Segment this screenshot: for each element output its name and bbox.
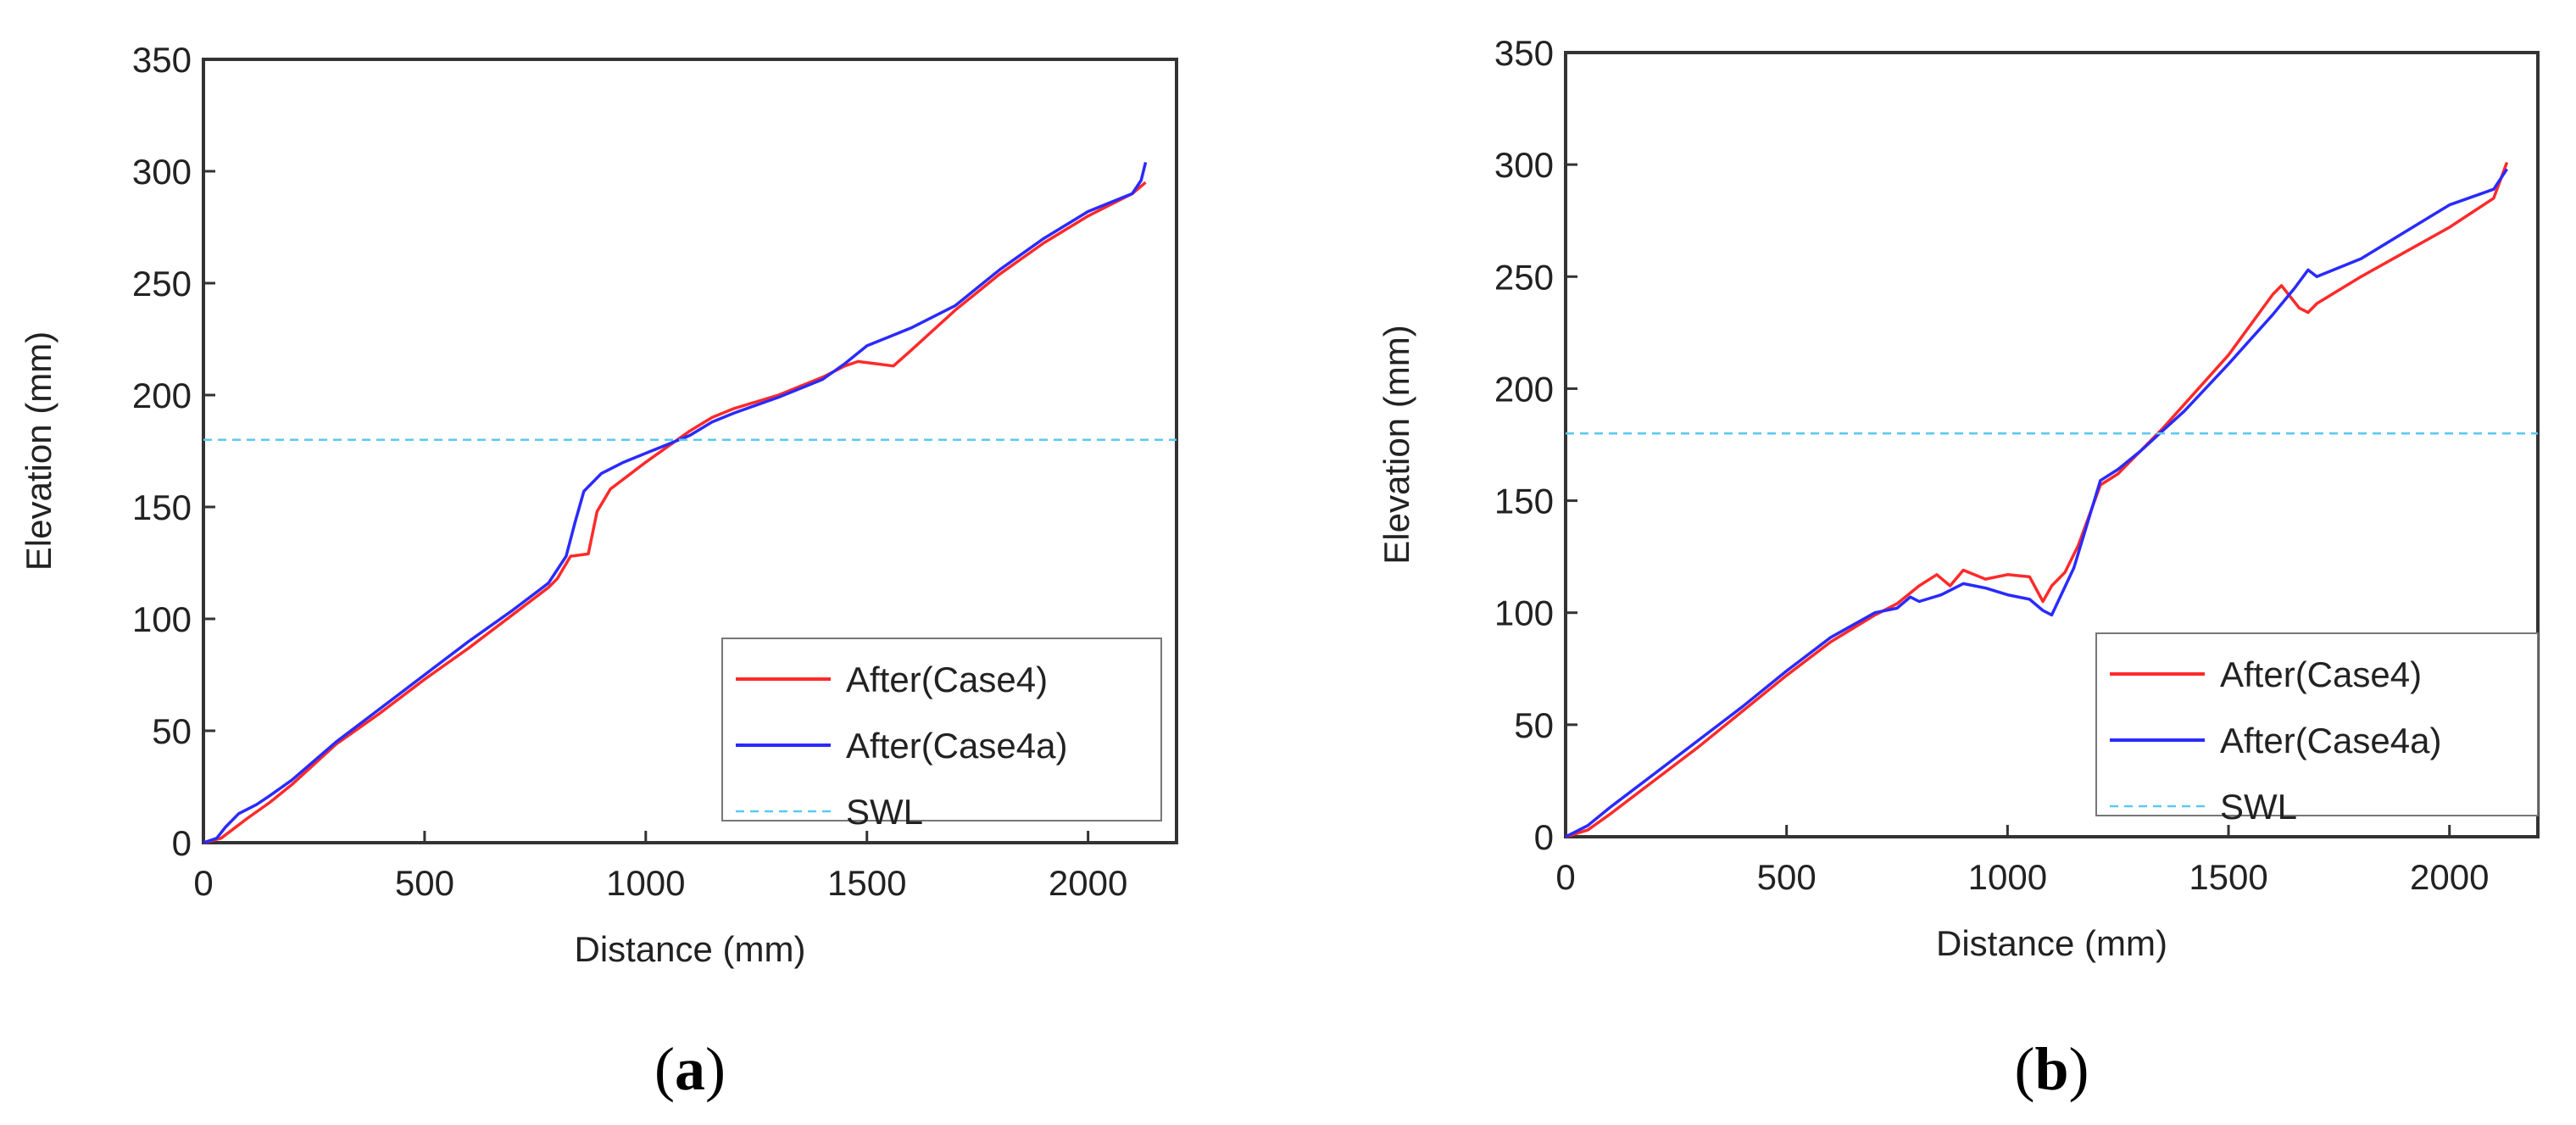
caption-letter: a [675,1035,705,1103]
y-axis-label: Elevation (mm) [19,331,58,571]
legend-label: SWL [846,792,923,832]
chart-a: 0 500 1000 1500 2000 0 50 100 150 200 250 300 350 Dis… [19,40,1178,1103]
legend-label: After(Case4) [2220,654,2422,694]
x-axis-label: Distance (mm) [574,929,805,969]
y-tick-label: 0 [172,823,192,863]
x-tick-label: 0 [193,863,213,903]
legend-label: After(Case4a) [846,726,1067,766]
x-tick-label: 500 [395,863,454,903]
y-tick-label: 150 [132,487,192,527]
caption-close-paren: ) [2069,1035,2089,1103]
y-tick-label: 350 [1494,33,1554,73]
y-tick-label: 300 [132,152,192,192]
x-tick-label: 1500 [2189,857,2267,897]
x-tick-label: 1000 [1968,857,2047,897]
caption-open-paren: ( [654,1035,675,1103]
y-tick-label: 50 [1514,705,1554,745]
series-line-after-case4 [1565,161,2509,838]
panel-caption: (a) [654,1035,726,1103]
x-tick-label: 1500 [827,863,906,903]
caption-open-paren: ( [2014,1035,2034,1103]
x-tick-label: 0 [1555,857,1575,897]
y-tick-label: 50 [152,711,192,751]
x-tick-label: 2000 [2410,857,2489,897]
x-tick-label: 2000 [1049,863,1127,903]
chart-panel-a: 0 500 1000 1500 2000 0 50 100 150 200 250 300 350 Dis… [19,40,1178,1103]
panel-caption: (b) [2014,1035,2089,1103]
x-axis-label: Distance (mm) [1936,923,2167,963]
y-tick-label: 0 [1534,817,1554,857]
plot-frame [202,58,1178,844]
y-tick-label: 150 [1494,482,1554,521]
x-tick-label: 500 [1757,857,1817,897]
legend-box [2095,632,2539,816]
y-tick-label: 200 [1494,369,1554,409]
y-tick-label: 200 [132,376,192,415]
y-axis-label: Elevation (mm) [1377,325,1416,564]
chart-panel-b: 0 500 1000 1500 2000 0 50 100 150 200 250 300 350 Dis… [1356,0,2576,1125]
y-tick-label: 250 [1494,257,1554,297]
y-tick-label: 350 [132,40,192,80]
legend-label: After(Case4) [846,660,1048,699]
legend-box [721,638,1162,821]
caption-letter: b [2034,1035,2068,1103]
series-line-after-case4a [1565,168,2508,838]
y-tick-label: 300 [1494,145,1554,185]
legend-label: After(Case4a) [2220,721,2441,760]
series-line-after-case4a [203,161,1148,844]
x-tick-label: 1000 [606,863,685,903]
y-tick-label: 250 [132,264,192,304]
y-tick-label: 100 [132,599,192,639]
chart-b: 0 500 1000 1500 2000 0 50 100 150 200 250 300 350 Dis… [1377,33,2540,1103]
plot-frame [1564,51,2540,838]
series-line-after-case4 [203,181,1147,844]
caption-close-paren: ) [705,1035,726,1103]
legend-label: SWL [2220,787,2297,827]
y-tick-label: 100 [1494,593,1554,633]
